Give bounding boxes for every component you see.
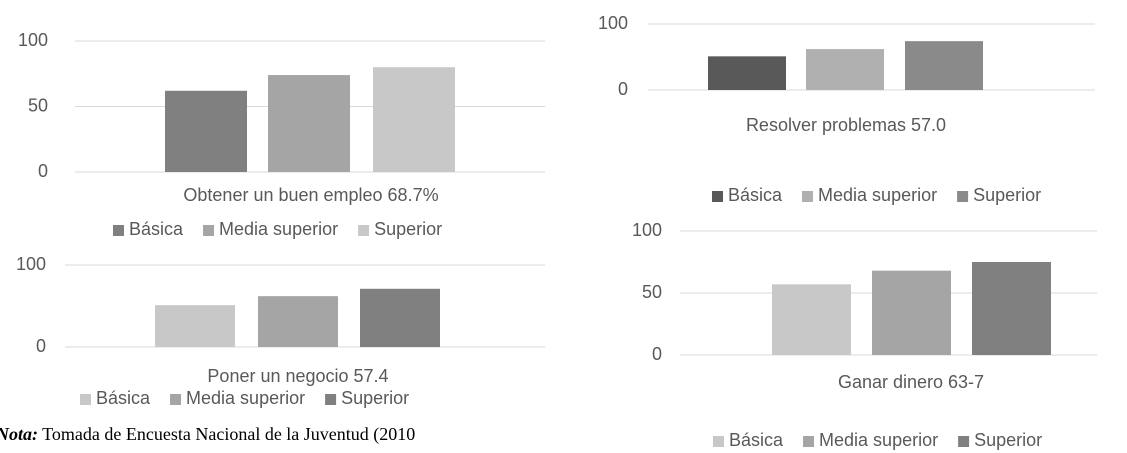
chart-title: Resolver problemas 57.0 [746,115,946,135]
legend-label: Superior [973,185,1041,205]
legend-label: Media superior [819,430,938,450]
legend-swatch [712,191,723,202]
legend-swatch [358,225,370,236]
legend-label: Básica [729,430,784,450]
legend-label: Superior [341,388,409,408]
bar [772,284,851,355]
y-tick-label: 0 [652,344,662,364]
legend-swatch [80,394,91,405]
legend-swatch [803,436,815,447]
bar [905,41,983,90]
legend-label: Media superior [818,185,937,205]
y-tick-label: 0 [38,161,48,181]
y-tick-label: 100 [598,13,628,33]
bar [806,49,884,90]
legend-label: Media superior [219,219,338,239]
legend-label: Básica [728,185,783,205]
legend-swatch [170,394,182,405]
legend-label: Superior [374,219,442,239]
bar [373,67,455,172]
y-tick-label: 100 [16,254,46,274]
y-tick-label: 0 [36,336,46,356]
legend-swatch [958,436,970,447]
bar [972,262,1051,355]
legend-swatch [203,225,215,236]
legend-swatch [325,394,337,405]
y-tick-label: 50 [642,282,662,302]
legend-label: Media superior [186,388,305,408]
y-tick-label: 100 [18,30,48,50]
note-text: Tomada de Encuesta Nacional de la Juvent… [38,424,415,445]
bar [360,288,440,347]
chart-title: Poner un negocio 57.4 [207,366,388,386]
bar [268,75,350,172]
y-tick-label: 50 [28,95,48,115]
note-label: Nota: [0,424,38,444]
legend-label: Superior [974,430,1042,450]
legend-label: Básica [96,388,151,408]
legend-swatch [713,436,724,447]
y-tick-label: 100 [632,220,662,240]
legend-swatch [113,225,124,236]
legend-label: Básica [129,219,184,239]
y-tick-label: 0 [618,79,628,99]
legend-swatch [957,191,969,202]
bar [258,296,338,347]
bar [165,90,247,172]
chart-title: Obtener un buen empleo 68.7% [183,185,438,205]
chart-title: Ganar dinero 63-7 [838,372,984,392]
legend-swatch [802,191,814,202]
bar [708,56,786,90]
note: Nota: Tomada de Encuesta Nacional de la … [0,424,415,445]
bar [155,305,235,347]
bar [872,270,951,355]
